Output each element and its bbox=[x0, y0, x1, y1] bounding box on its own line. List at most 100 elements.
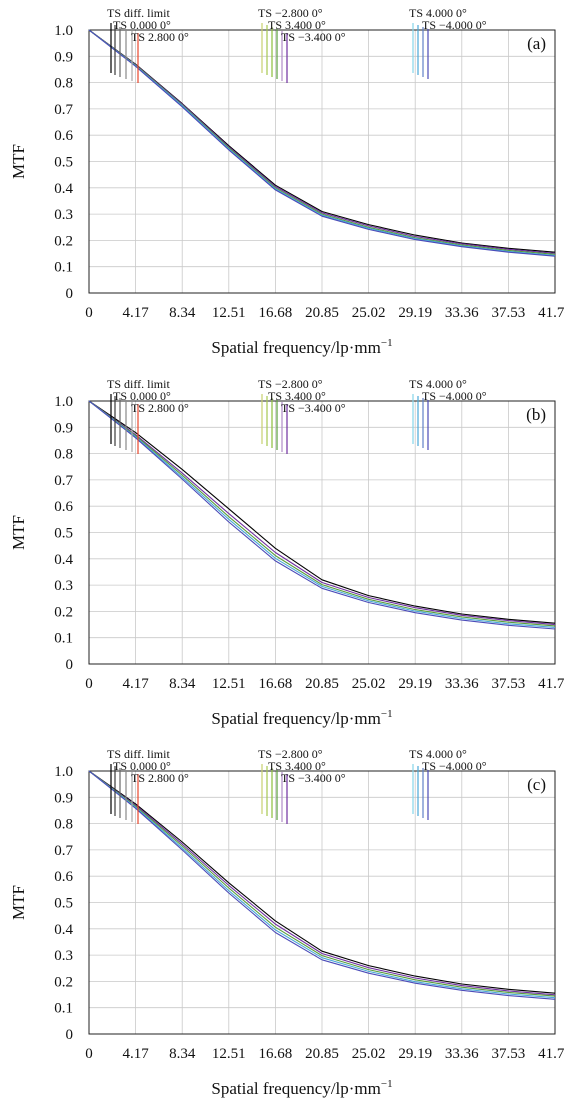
x-axis-label-superscript: −1 bbox=[381, 1078, 393, 1090]
y-tick-label: 0.3 bbox=[54, 207, 73, 223]
mtf-chart-svg: 0 4.17 8.34 12.51 16.68 20.85 25.02 29.19 33.36 3… bbox=[9, 377, 565, 728]
x-axis-label-superscript: −1 bbox=[381, 708, 393, 720]
mtf-chart-svg: 0 4.17 8.34 12.51 16.68 20.85 25.02 29.19 33.36 3… bbox=[9, 6, 565, 357]
x-tick-label: 41.70 bbox=[538, 305, 565, 321]
x-tick-label: 37.53 bbox=[492, 305, 526, 321]
panel-label: (b) bbox=[526, 405, 546, 424]
x-tick-label: 12.51 bbox=[212, 1046, 246, 1062]
x-tick-label: 37.53 bbox=[492, 1046, 526, 1062]
legend-entry: TS −3.400 0° bbox=[281, 30, 346, 44]
mtf-series-line bbox=[88, 770, 556, 999]
legend-entry: TS 0.000 0° bbox=[113, 759, 171, 773]
mtf-series-line bbox=[88, 400, 556, 624]
x-tick-label: 4.17 bbox=[122, 1046, 149, 1062]
x-axis-label: Spatial frequency/lp·mm−1 bbox=[211, 337, 392, 357]
legend-entry: TS −3.400 0° bbox=[281, 771, 346, 785]
x-tick-label: 33.36 bbox=[445, 1046, 479, 1062]
y-tick-label: 0.7 bbox=[54, 102, 73, 118]
mtf-series-line bbox=[88, 29, 556, 256]
x-tick-label: 0 bbox=[85, 305, 93, 321]
y-tick-label: 0.6 bbox=[54, 499, 73, 515]
y-tick-label: 0.3 bbox=[54, 578, 73, 594]
legend-entry: TS −2.800 0° bbox=[258, 747, 323, 761]
legend-entry: TS −3.400 0° bbox=[281, 401, 346, 415]
legend-entry: TS −2.800 0° bbox=[258, 377, 323, 391]
mtf-series-line bbox=[88, 400, 556, 626]
legend-entry: TS 2.800 0° bbox=[131, 30, 189, 44]
legend-entry: TS 4.000 0° bbox=[409, 377, 467, 391]
y-tick-label: 0.2 bbox=[54, 233, 73, 249]
y-tick-label: 0.5 bbox=[54, 155, 73, 171]
legend-entry: TS 3.400 0° bbox=[268, 759, 326, 773]
legend-entry: TS diff. limit bbox=[107, 747, 170, 761]
y-tick-label: 1.0 bbox=[54, 764, 73, 780]
x-tick-label: 33.36 bbox=[445, 676, 479, 692]
x-tick-label: 20.85 bbox=[305, 676, 339, 692]
y-tick-label: 0.1 bbox=[54, 631, 73, 647]
mtf-curves bbox=[88, 29, 556, 257]
x-axis-label: Spatial frequency/lp·mm−1 bbox=[211, 708, 392, 728]
y-tick-label: 0.6 bbox=[54, 869, 73, 885]
y-tick-label: 0.1 bbox=[54, 260, 73, 276]
y-tick-label: 0 bbox=[66, 286, 74, 302]
y-tick-label: 0.9 bbox=[54, 420, 73, 436]
mtf-curves bbox=[88, 770, 556, 1000]
legend-entry: TS −4.000 0° bbox=[422, 18, 487, 32]
chart-panel-b: 0 4.17 8.34 12.51 16.68 20.85 25.02 29.19 33.36 3… bbox=[0, 371, 565, 741]
x-tick-label: 4.17 bbox=[122, 305, 149, 321]
x-tick-label: 29.19 bbox=[398, 676, 432, 692]
y-axis-label: MTF bbox=[9, 515, 28, 550]
legend-entry: TS diff. limit bbox=[107, 6, 170, 20]
mtf-series-line bbox=[88, 770, 556, 994]
x-tick-label: 25.02 bbox=[352, 676, 386, 692]
y-tick-label: 0.4 bbox=[54, 552, 73, 568]
y-tick-label: 0.7 bbox=[54, 473, 73, 489]
legend-entry: TS 3.400 0° bbox=[268, 18, 326, 32]
mtf-series-line bbox=[88, 29, 556, 257]
y-tick-label: 0.2 bbox=[54, 974, 73, 990]
x-tick-label: 25.02 bbox=[352, 305, 386, 321]
x-tick-label: 20.85 bbox=[305, 1046, 339, 1062]
y-tick-label: 0 bbox=[66, 1027, 74, 1043]
chart-panel-a: 0 4.17 8.34 12.51 16.68 20.85 25.02 29.19 33.36 3… bbox=[0, 0, 565, 370]
legend-entry: TS 0.000 0° bbox=[113, 18, 171, 32]
mtf-series-line bbox=[88, 400, 556, 630]
mtf-curves bbox=[88, 400, 556, 630]
mtf-series-line bbox=[88, 400, 556, 627]
legend-entry: TS −4.000 0° bbox=[422, 759, 487, 773]
y-tick-label: 0.5 bbox=[54, 896, 73, 912]
x-tick-label: 16.68 bbox=[259, 1046, 293, 1062]
x-axis-label: Spatial frequency/lp·mm−1 bbox=[211, 1078, 392, 1098]
x-tick-label: 8.34 bbox=[169, 676, 196, 692]
x-tick-label: 12.51 bbox=[212, 676, 246, 692]
x-tick-label: 0 bbox=[85, 676, 93, 692]
mtf-series-line bbox=[88, 400, 556, 628]
y-tick-label: 0.4 bbox=[54, 181, 73, 197]
y-axis-label: MTF bbox=[9, 144, 28, 179]
x-tick-label: 0 bbox=[85, 1046, 93, 1062]
legend-entry: TS diff. limit bbox=[107, 377, 170, 391]
y-tick-label: 0.2 bbox=[54, 604, 73, 620]
x-tick-label: 37.53 bbox=[492, 676, 526, 692]
x-tick-label: 8.34 bbox=[169, 1046, 196, 1062]
y-tick-label: 1.0 bbox=[54, 23, 73, 39]
mtf-chart-svg: 0 4.17 8.34 12.51 16.68 20.85 25.02 29.19 33.36 3… bbox=[9, 747, 565, 1098]
legend-entry: TS 3.400 0° bbox=[268, 389, 326, 403]
y-tick-label: 0.6 bbox=[54, 128, 73, 144]
x-tick-label: 16.68 bbox=[259, 305, 293, 321]
y-tick-label: 0.7 bbox=[54, 843, 73, 859]
y-tick-label: 0.1 bbox=[54, 1001, 73, 1017]
x-tick-label: 41.70 bbox=[538, 676, 565, 692]
y-tick-label: 0 bbox=[66, 657, 74, 673]
x-tick-label: 16.68 bbox=[259, 676, 293, 692]
x-axis-label-superscript: −1 bbox=[381, 337, 393, 349]
legend-entry: TS 4.000 0° bbox=[409, 6, 467, 20]
legend-entry: TS −4.000 0° bbox=[422, 389, 487, 403]
grid bbox=[88, 400, 556, 665]
grid bbox=[88, 29, 556, 294]
y-tick-label: 0.8 bbox=[54, 447, 73, 463]
y-tick-label: 0.4 bbox=[54, 922, 73, 938]
